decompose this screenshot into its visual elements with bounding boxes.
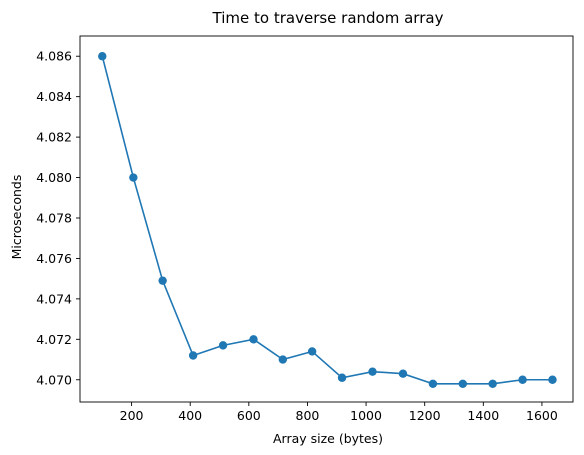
chart-title: Time to traverse random array: [212, 9, 444, 27]
data-point: [188, 351, 198, 360]
data-point: [307, 347, 317, 356]
x-tick-label: 600: [237, 408, 261, 423]
x-axis-label: Array size (bytes): [273, 431, 383, 446]
data-point: [218, 341, 228, 350]
data-point: [158, 276, 167, 285]
series-line: [101, 56, 553, 385]
data-point: [98, 52, 107, 61]
x-tick-label: 1200: [409, 408, 441, 423]
x-tick-label: 800: [296, 408, 320, 423]
y-tick-label: 4.082: [36, 130, 72, 145]
y-tick-label: 4.076: [36, 251, 72, 266]
y-tick-label: 4.078: [36, 210, 72, 225]
y-tick-label: 4.084: [36, 89, 72, 104]
y-tick-label: 4.080: [36, 170, 72, 185]
data-point: [458, 379, 467, 389]
x-tick-label: 400: [178, 408, 202, 423]
data-point: [368, 367, 377, 376]
y-tick-label: 4.074: [36, 291, 72, 306]
y-tick-label: 4.072: [36, 332, 72, 347]
data-point: [129, 173, 138, 182]
x-tick-label: 1400: [467, 408, 499, 423]
x-axis: 200 400 600 800 1000 1200 1400 1600: [120, 402, 558, 423]
data-point: [428, 379, 438, 389]
y-axis: 4.070 4.072 4.074 4.076 4.078 4.080 4.082 4.084…: [36, 49, 80, 387]
data-point: [278, 355, 288, 364]
axes-frame: [79, 35, 574, 403]
y-axis-label: Microseconds: [9, 175, 24, 260]
x-tick-label: 1000: [350, 408, 382, 423]
y-tick-label: 4.086: [36, 49, 72, 64]
data-point: [518, 375, 527, 384]
data-point: [337, 373, 347, 382]
plot-area: [79, 35, 574, 403]
data-point: [548, 375, 557, 384]
y-tick-label: 4.070: [36, 372, 72, 387]
x-tick-label: 200: [120, 408, 144, 423]
data-point: [398, 369, 408, 378]
data-point: [249, 335, 258, 344]
data-point: [488, 379, 497, 389]
x-tick-label: 1600: [526, 408, 558, 423]
